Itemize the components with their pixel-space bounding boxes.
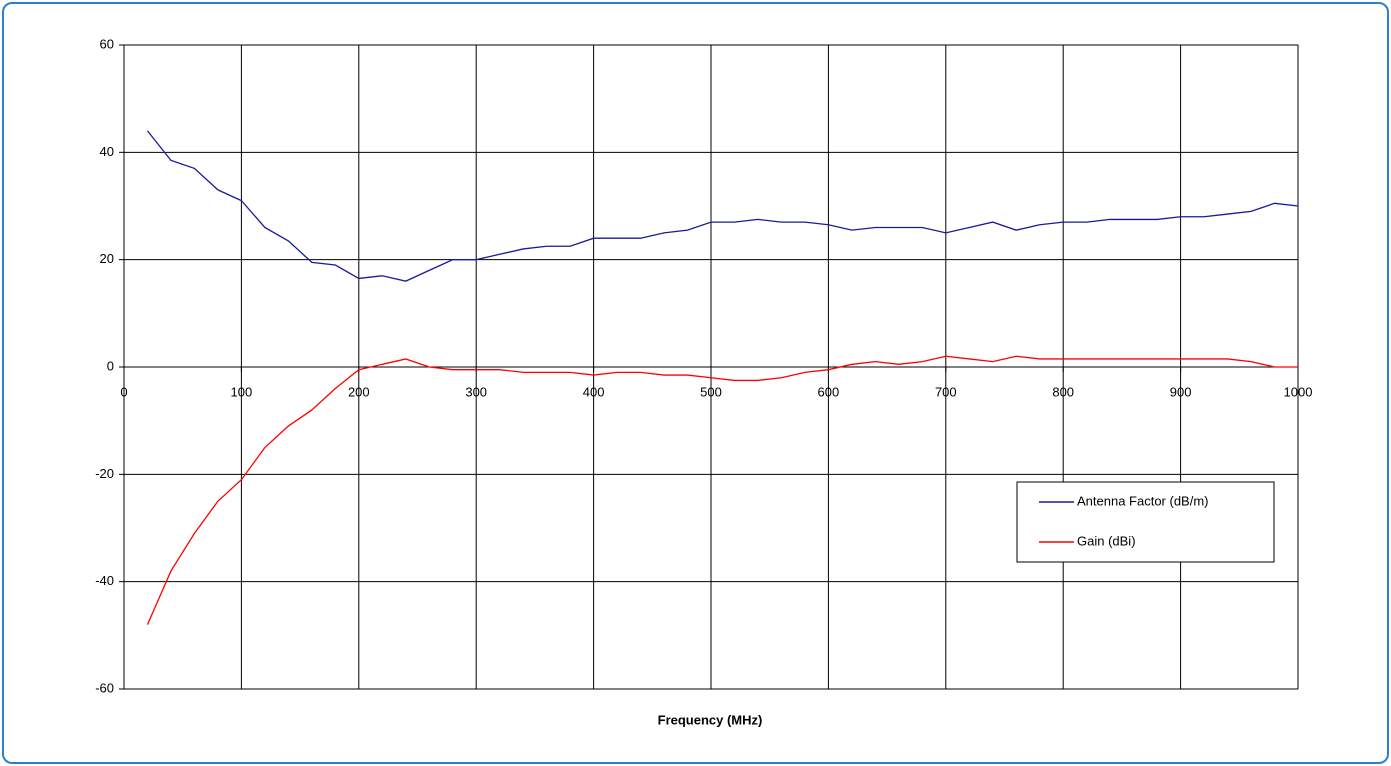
series-line xyxy=(146,355,1298,625)
x-tick-label: 300 xyxy=(465,384,487,399)
x-tick-label: 100 xyxy=(231,384,253,399)
legend xyxy=(1016,481,1275,563)
x-axis-label: Frequency (MHz) xyxy=(658,712,763,727)
x-tick-label: 600 xyxy=(818,384,840,399)
series-line xyxy=(146,130,1299,282)
x-tick-label: 400 xyxy=(583,384,605,399)
y-tick-label: -60 xyxy=(95,680,114,695)
x-tick-label: 900 xyxy=(1170,384,1192,399)
x-tick-label: 200 xyxy=(348,384,370,399)
legend-label: Antenna Factor (dB/m) xyxy=(1077,493,1209,508)
x-tick-label: 700 xyxy=(935,384,957,399)
legend-label: Gain (dBi) xyxy=(1077,533,1136,548)
y-tick-label: 0 xyxy=(107,358,114,373)
x-tick-label: 500 xyxy=(700,384,722,399)
y-tick-label: 60 xyxy=(100,36,114,51)
y-tick-label: -40 xyxy=(95,573,114,588)
y-tick-label: 20 xyxy=(100,251,114,266)
x-tick-label: 1000 xyxy=(1284,384,1313,399)
y-tick-label: 40 xyxy=(100,144,114,159)
x-tick-label: 800 xyxy=(1052,384,1074,399)
y-tick-label: -20 xyxy=(95,466,114,481)
